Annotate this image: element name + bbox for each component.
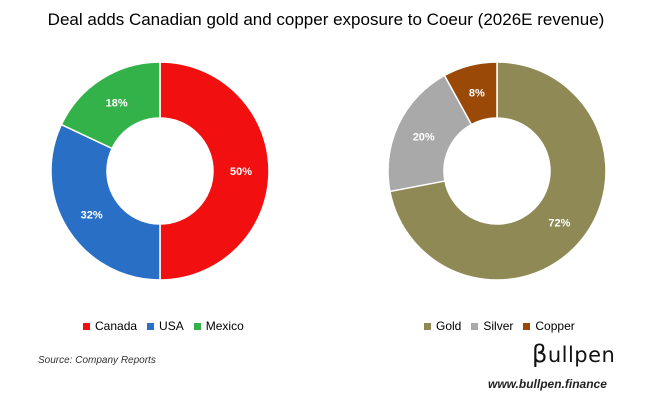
legend-label: Mexico	[205, 319, 244, 333]
donut-chart-region: 50% 32% 18%	[50, 61, 270, 281]
legend-swatch	[83, 322, 90, 330]
chart-title: Deal adds Canadian gold and copper expos…	[47, 10, 605, 29]
brand-logo: βullpen	[532, 340, 615, 368]
donut-chart-commodity: 72% 20% 8%	[387, 61, 607, 281]
donut-slice-canada	[159, 61, 270, 281]
legend-label: Canada	[95, 319, 138, 333]
legend-swatch	[147, 322, 155, 330]
legend-item: Copper	[523, 319, 575, 333]
donut-slice-silver	[387, 74, 473, 193]
legend-swatch	[424, 322, 431, 330]
slice-data-label: 18%	[106, 98, 128, 110]
slice-data-label: 50%	[230, 166, 252, 178]
legend-swatch	[471, 322, 479, 330]
slice-data-label: 8%	[469, 88, 485, 100]
donut-slice-usa	[50, 123, 161, 281]
legend-label: Gold	[436, 319, 462, 333]
slice-data-label: 20%	[413, 132, 435, 144]
legend-swatch	[193, 322, 201, 330]
brand-logo-beta: β	[532, 340, 548, 368]
slice-data-label: 72%	[548, 218, 570, 230]
brand-website: www.bullpen.finance	[488, 377, 607, 391]
donut-slice-mexico	[60, 61, 161, 150]
legend-item: Gold	[424, 319, 461, 333]
source-note: Source: Company Reports	[38, 355, 156, 366]
slice-data-label: 32%	[81, 209, 103, 221]
legend-region: Canada USA Mexico	[83, 319, 244, 333]
brand-logo-rest: ullpen	[547, 343, 616, 367]
legend-item: Canada	[83, 319, 137, 333]
legend-item: Mexico	[193, 319, 244, 333]
legend-label: USA	[159, 319, 184, 333]
legend-item: USA	[147, 319, 184, 333]
legend-item: Silver	[471, 319, 513, 333]
legend-commodity: Gold Silver Copper	[424, 319, 575, 333]
legend-label: Silver	[483, 319, 514, 333]
legend-swatch	[523, 322, 531, 330]
legend-label: Copper	[535, 319, 575, 333]
donut-slice-copper	[443, 61, 498, 126]
donut-slice-gold	[389, 61, 607, 281]
